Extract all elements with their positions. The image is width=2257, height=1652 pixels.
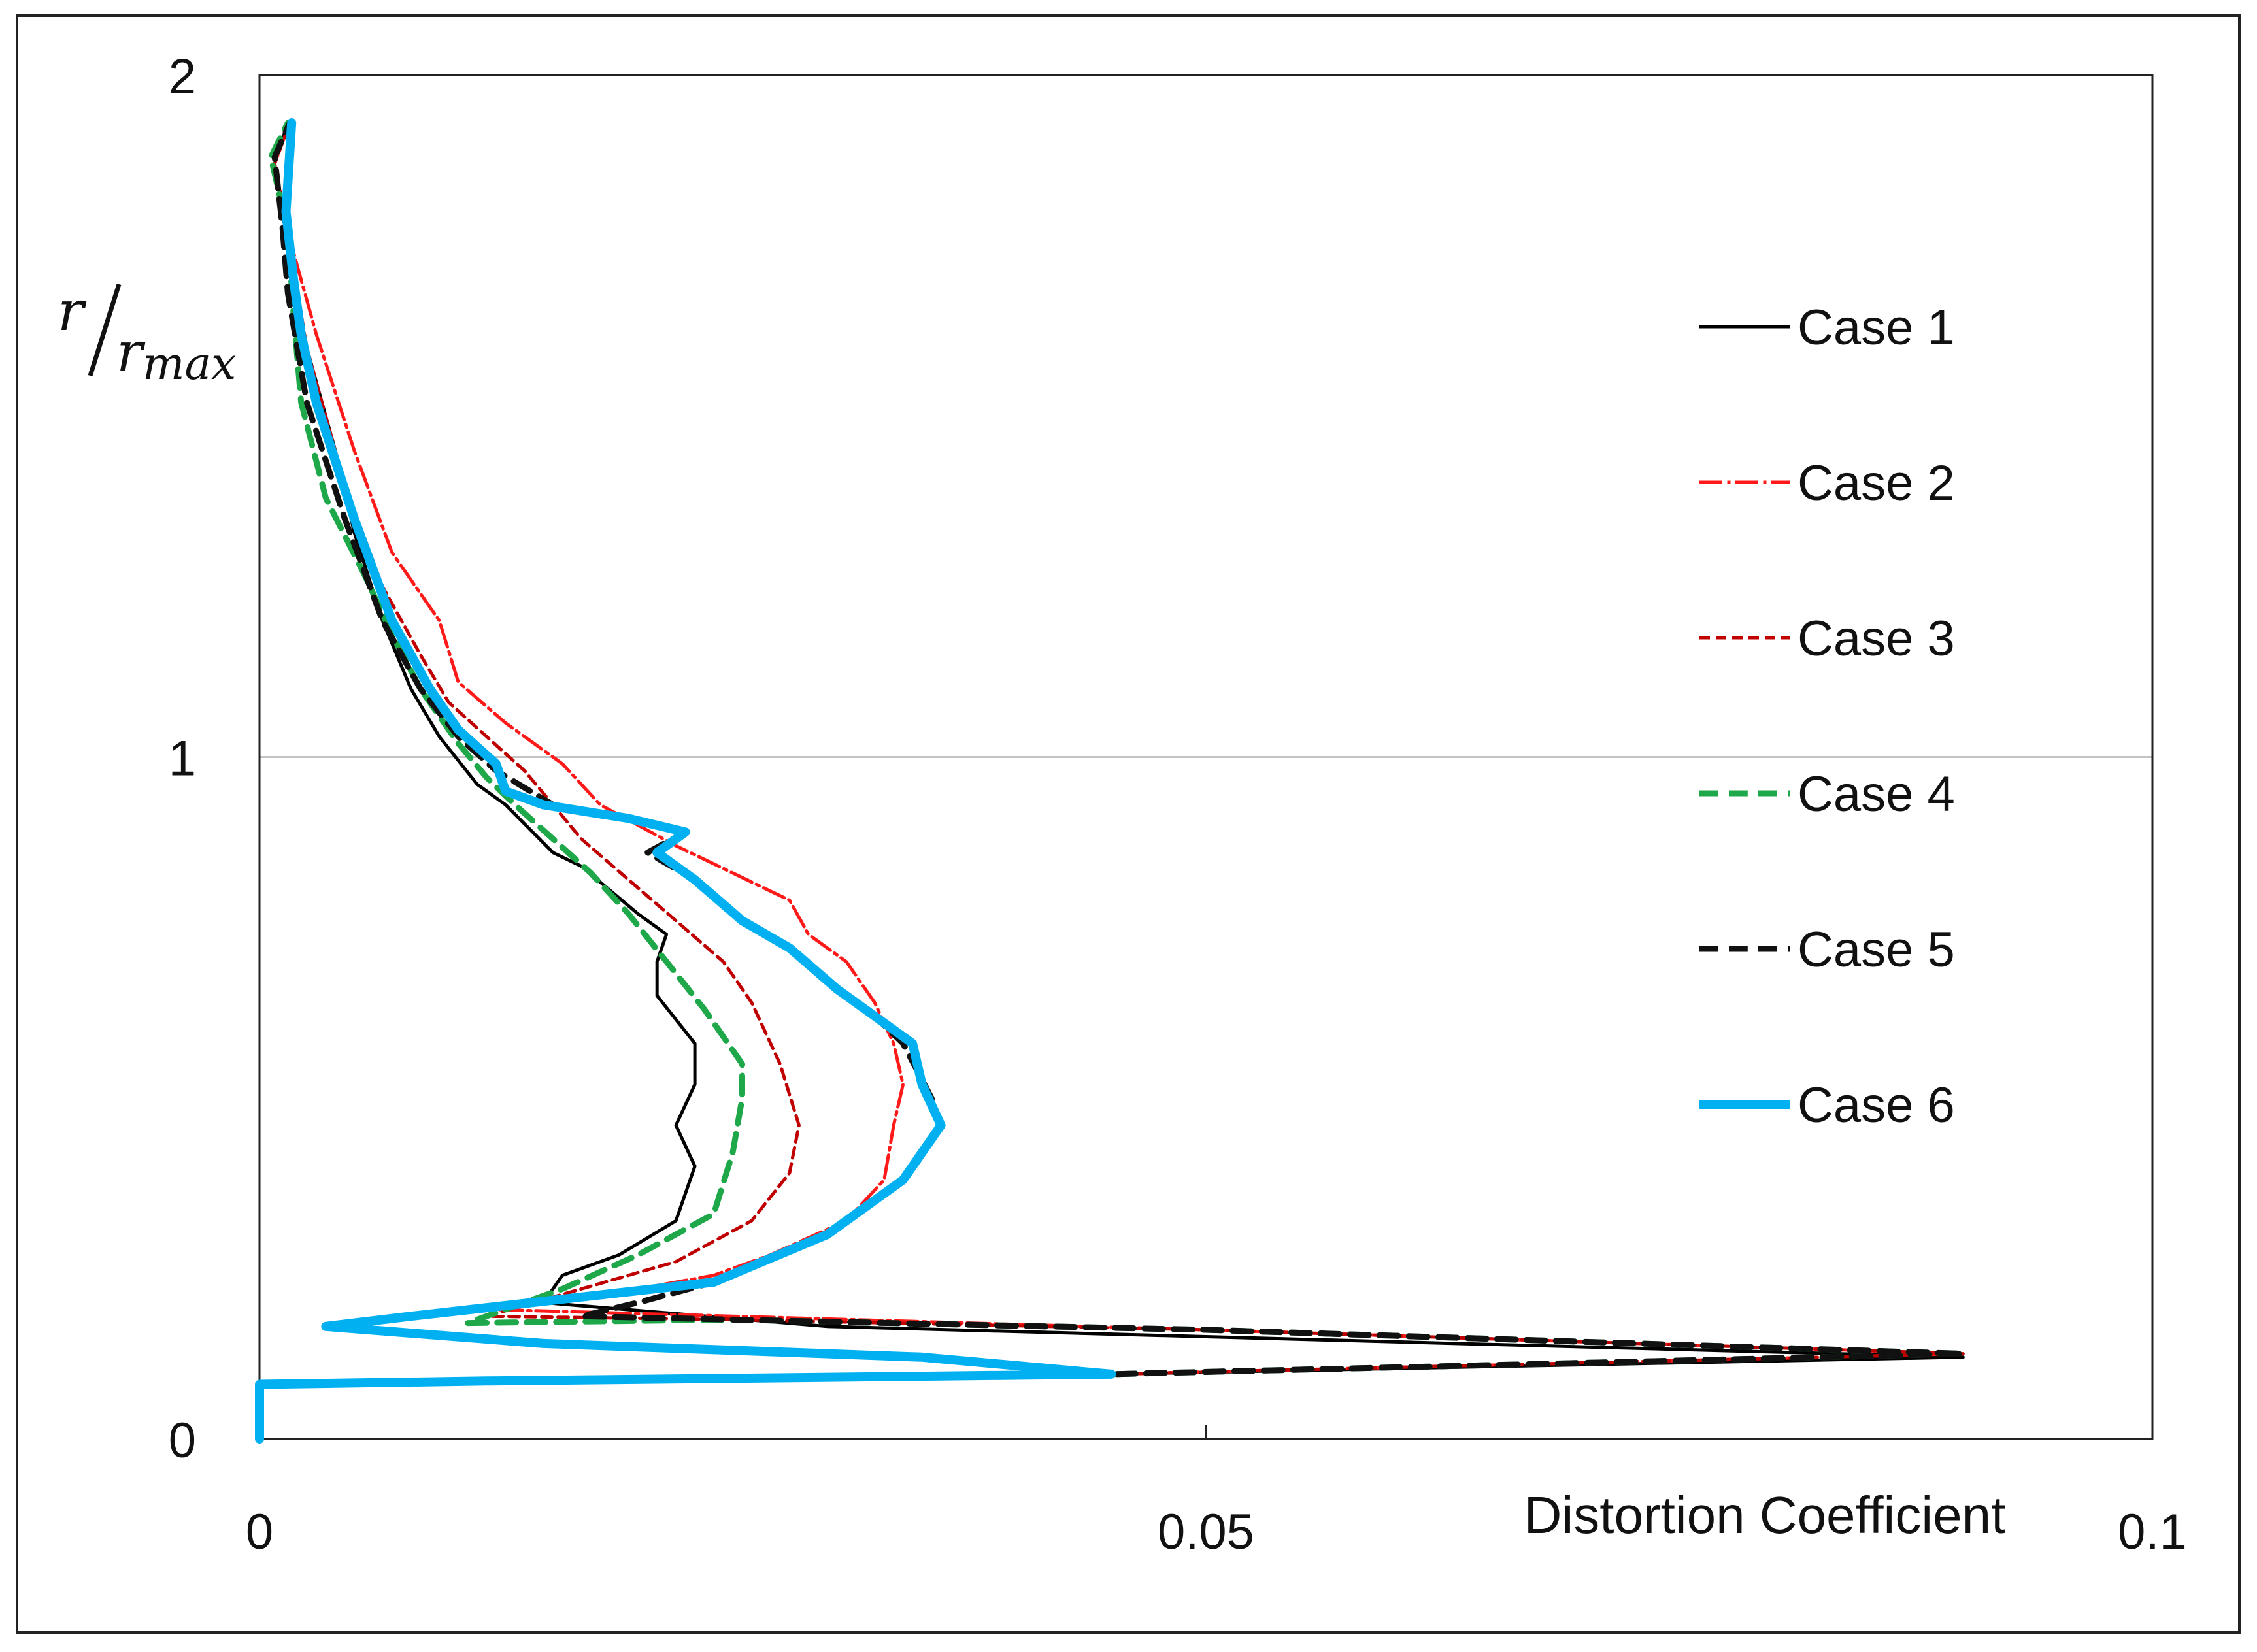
y-tick-label-1: 1 xyxy=(169,731,196,787)
y-axis-label-denominator: r xyxy=(116,320,146,384)
y-tick-label-2: 2 xyxy=(169,49,196,105)
x-tick-label-0-05: 0.05 xyxy=(1158,1504,1254,1560)
legend-label-case-4: Case 4 xyxy=(1797,767,1955,822)
x-axis-label: Distortion Coefficient xyxy=(1524,1486,2006,1544)
series-line-case-6 xyxy=(255,118,1116,1444)
chart-outer-border xyxy=(16,14,2241,1634)
legend-label-case-1: Case 1 xyxy=(1797,300,1955,355)
legend-label-case-5: Case 5 xyxy=(1797,922,1955,978)
legend-label-case-3: Case 3 xyxy=(1797,611,1955,667)
legend-label-case-2: Case 2 xyxy=(1797,455,1955,511)
x-tick-label-0: 0 xyxy=(246,1504,273,1560)
series-line-case-1 xyxy=(258,121,1965,1441)
y-axis: 0 1 2 xyxy=(169,49,196,1468)
y-axis-label-subscript: max xyxy=(142,339,236,390)
y-axis-label-slash xyxy=(88,283,122,377)
legend: Case 1 Case 2 Case 3 Case 4 Case 5 Case 6 xyxy=(1699,300,1955,1133)
series-lines xyxy=(255,118,1966,1444)
y-axis-label: r r max xyxy=(58,279,236,390)
legend-label-case-6: Case 6 xyxy=(1797,1078,1955,1133)
y-tick-label-0: 0 xyxy=(169,1413,196,1468)
x-tick-label-0-1: 0.1 xyxy=(2118,1504,2187,1560)
y-axis-label-numerator: r xyxy=(58,279,87,343)
x-axis: 0 0.05 0.1 xyxy=(246,1425,2187,1560)
